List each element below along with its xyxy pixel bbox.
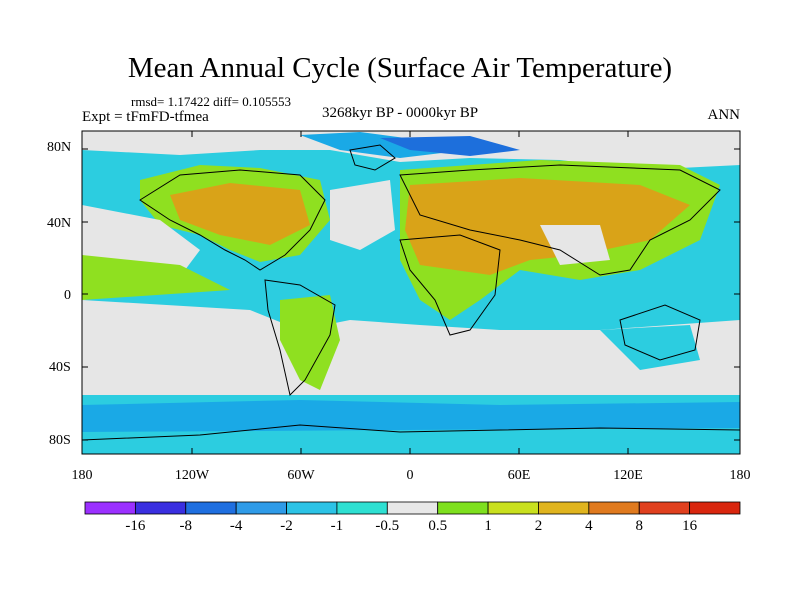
lat-tick-0: 0 — [64, 288, 71, 303]
colorbar-swatch — [437, 501, 489, 515]
australia-coastline — [619, 304, 701, 361]
chart-title: Mean Annual Cycle (Surface Air Temperatu… — [127, 52, 673, 84]
colorbar-label: 1 — [484, 518, 492, 534]
colorbar-label: -0.5 — [375, 518, 400, 534]
arctic-strong-cool-patch — [380, 136, 520, 156]
colorbar-swatch — [689, 501, 741, 515]
australia-cool-patch — [600, 325, 700, 370]
north-america-coastline — [139, 169, 326, 271]
lon-tick-180w: 180 — [71, 468, 93, 483]
north-atlantic-neutral — [330, 180, 395, 250]
period-label: 3268kyr BP - 0000kyr BP — [322, 105, 479, 121]
colorbar-swatch — [84, 501, 136, 515]
colorbar-label: -16 — [125, 518, 146, 534]
colorbar-label: -8 — [179, 518, 193, 534]
north-america-strong-warm-region — [170, 183, 310, 245]
temperature-anomaly-field — [82, 131, 740, 454]
lat-tick-80s: 80S — [49, 433, 71, 448]
africa-coastline — [399, 234, 501, 336]
lat-tick-80n: 80N — [47, 140, 72, 155]
colorbar-swatch — [386, 501, 439, 515]
southern-neutral-band — [82, 300, 740, 395]
arabia-neutral-patch — [540, 225, 610, 265]
axis-ticks — [82, 131, 740, 454]
colorbar-label: 0.5 — [428, 518, 448, 534]
pacific-warm-band — [82, 255, 230, 300]
lon-tick-0: 0 — [406, 468, 414, 483]
experiment-label: Expt = tFmFD-tfmea — [82, 109, 209, 125]
map-frame — [81, 130, 741, 455]
stats-text: rmsd= 1.17422 diff= 0.105553 — [131, 94, 291, 109]
eurasia-coastline — [399, 164, 721, 276]
antarctica-coastline — [82, 424, 740, 441]
colorbar-swatch — [235, 501, 287, 515]
colorbar-swatch — [286, 501, 338, 515]
colorbar-label: -2 — [280, 518, 293, 534]
colorbar-label: 16 — [682, 518, 698, 534]
south-america-coastline — [264, 279, 336, 396]
colorbar-label: -4 — [229, 518, 243, 534]
south-america-warm-region — [280, 295, 340, 390]
colorbar-swatch — [638, 501, 691, 515]
colorbar-label: 2 — [534, 518, 543, 534]
season-label: ANN — [707, 107, 741, 123]
colorbar-label: 8 — [635, 518, 643, 534]
colorbar-swatch — [588, 501, 640, 515]
colorbar-swatch — [336, 501, 388, 515]
arctic-cool-patch — [300, 132, 450, 158]
southern-ocean-cool-band — [82, 400, 740, 432]
colorbar-swatch — [185, 501, 237, 515]
lon-tick-120e: 120E — [613, 468, 643, 483]
colorbar-label: 4 — [585, 518, 593, 534]
lon-tick-60e: 60E — [507, 468, 531, 483]
lon-tick-120w: 120W — [174, 468, 210, 483]
coastlines — [82, 144, 740, 441]
lat-tick-40n: 40N — [47, 216, 72, 231]
lat-tick-40s: 40S — [49, 360, 71, 375]
antarctic-region — [82, 428, 740, 454]
colorbar-swatch — [134, 501, 187, 515]
lon-tick-60w: 60W — [287, 468, 315, 483]
lon-tick-180e: 180 — [729, 468, 751, 483]
colorbar-swatch — [538, 501, 590, 515]
colorbar-label: -1 — [330, 518, 344, 534]
greenland-coastline — [349, 144, 396, 171]
colorbar-swatch — [487, 501, 539, 515]
colorbar — [84, 501, 741, 515]
